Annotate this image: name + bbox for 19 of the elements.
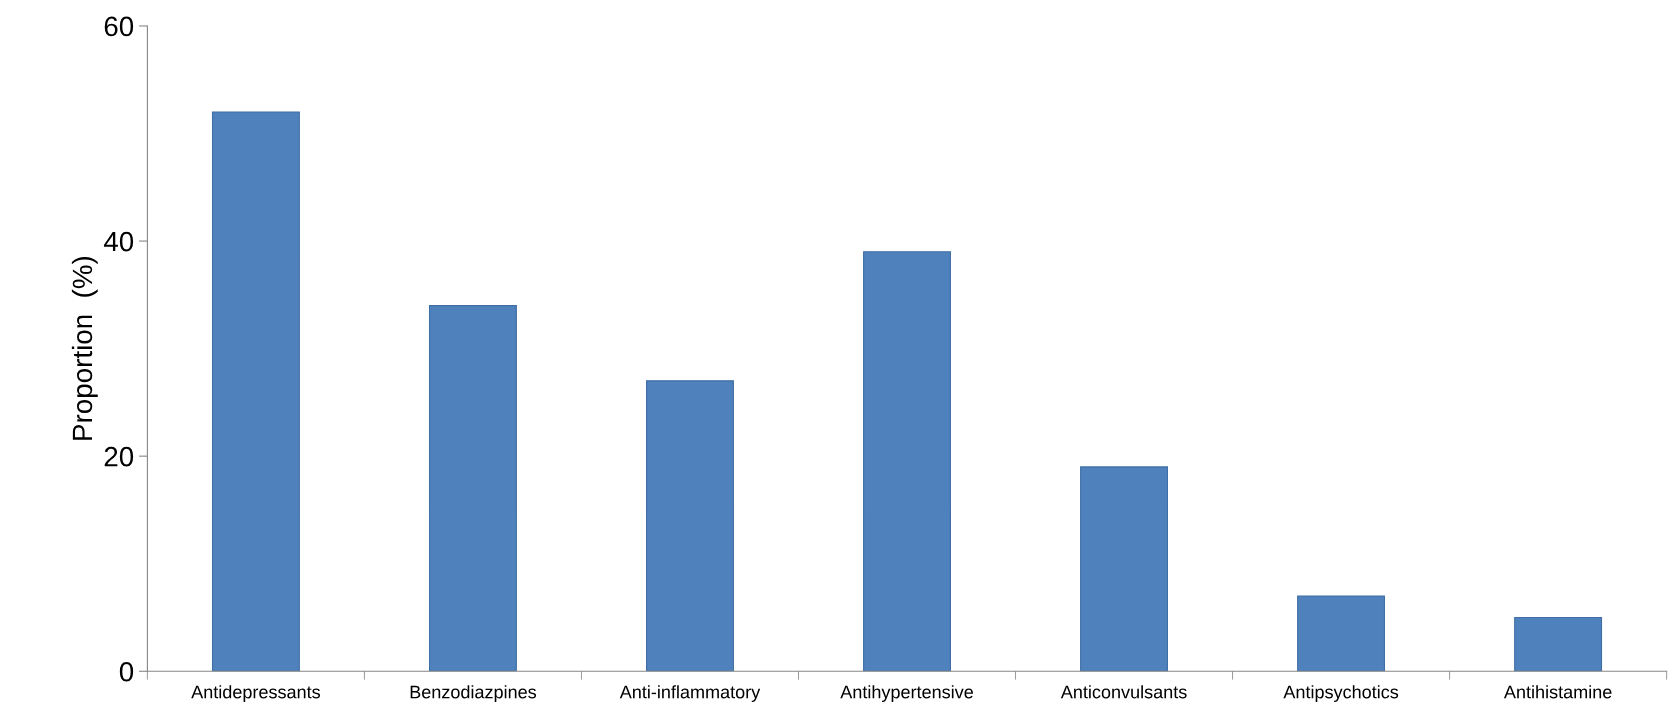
y-tick-label: 60 [104,16,134,37]
y-tick-label: 0 [119,661,134,682]
x-tick-label: Antihypertensive [840,685,973,702]
bar [1297,595,1386,672]
y-axis-title: Proportion (%) [71,256,98,440]
bar [863,251,951,672]
x-tick-label: Antihistamine [1503,685,1612,699]
x-tick-label: Anti-inflammatory [619,685,761,702]
bar [1080,466,1169,672]
y-tick-label: 40 [103,231,134,252]
bar [211,111,300,672]
bar [1514,616,1603,672]
y-tick-label: 20 [104,446,134,467]
bar [428,305,517,672]
x-tick-label: Antidepressants [191,685,321,702]
x-tick-label: Benzodiazpines [410,685,537,702]
x-tick-label: Antipsychotics [1283,685,1399,702]
bar [646,380,734,672]
x-tick-label: Anticonvulsants [1060,685,1187,699]
